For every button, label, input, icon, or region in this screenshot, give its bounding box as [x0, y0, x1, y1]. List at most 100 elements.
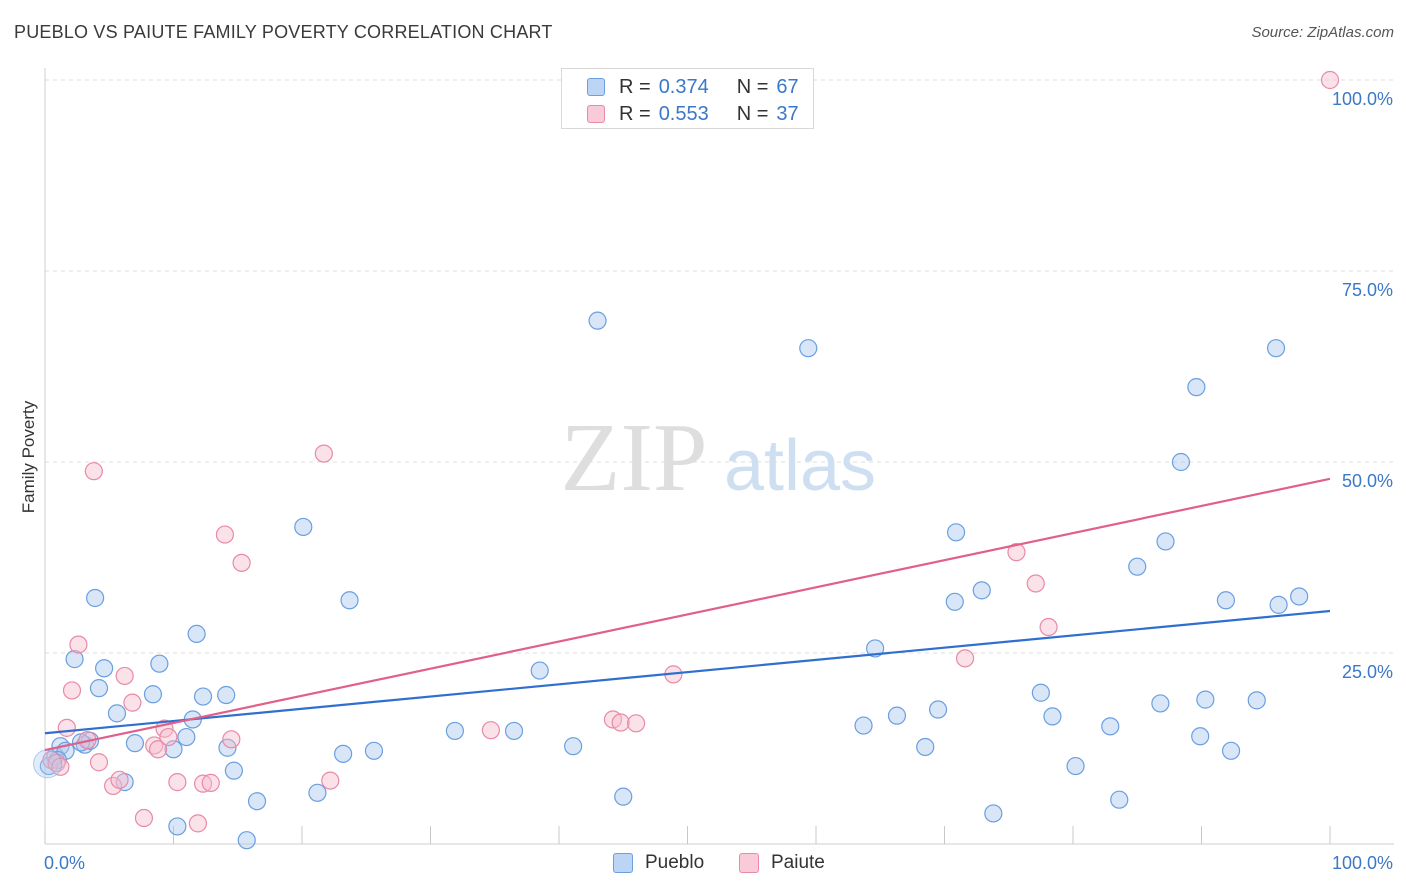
pueblo-point: [887, 706, 907, 725]
paiute-point: [222, 730, 241, 749]
paiute-point: [89, 753, 109, 772]
pueblo-point: [866, 639, 885, 658]
legend-row-pueblo: R = 0.374 N = 67: [562, 74, 799, 100]
pueblo-point: [916, 737, 935, 757]
pueblo-trend-line: [44, 609, 1331, 735]
paiute-point: [159, 727, 178, 747]
pueblo-point: [224, 761, 243, 780]
paiute-point: [1007, 543, 1026, 562]
paiute-swatch: [587, 105, 605, 123]
pueblo-point: [530, 661, 549, 680]
pueblo-point: [364, 741, 384, 760]
pueblo-point: [564, 737, 583, 756]
trend-lines: [44, 477, 1331, 752]
source-label: Source: ZipAtlas.com: [1251, 24, 1394, 41]
pueblo-point: [1128, 557, 1147, 576]
paiute-point: [314, 444, 333, 463]
r-label: R =: [619, 75, 651, 98]
paiute-point: [168, 773, 187, 792]
paiute-point: [57, 718, 76, 737]
pueblo-point: [340, 591, 359, 610]
pueblo-point: [125, 734, 145, 753]
pueblo-point: [89, 679, 109, 698]
pueblo-point: [1156, 532, 1175, 551]
pueblo-point: [1269, 595, 1288, 614]
pueblo-point: [150, 654, 169, 673]
pueblo-point: [504, 721, 524, 741]
legend-item-paiute[interactable]: Paiute: [739, 852, 825, 874]
paiute-point: [42, 750, 61, 770]
pueblo-point: [614, 787, 633, 806]
pueblo-point: [107, 704, 127, 723]
pueblo-point: [588, 311, 607, 330]
paiute-point: [321, 771, 340, 790]
paiute-point: [123, 693, 142, 712]
pueblo-point: [237, 831, 256, 850]
pueblo-point: [1187, 378, 1206, 397]
paiute-point: [69, 635, 88, 654]
pueblo-point: [972, 581, 991, 600]
correlation-legend: R = 0.374 N = 67 R = 0.553 N = 37: [561, 68, 814, 129]
paiute-point: [1026, 574, 1045, 593]
paiute-point: [188, 814, 208, 833]
paiute-point: [232, 553, 251, 572]
pueblo-point: [984, 804, 1003, 823]
pueblo-point: [1191, 727, 1210, 746]
r-value: 0.553: [658, 102, 709, 125]
y-axis-label: Family Poverty: [19, 400, 38, 513]
pueblo-point: [946, 523, 966, 542]
paiute-point: [115, 666, 134, 686]
pueblo-point: [308, 783, 327, 802]
pueblo-point: [95, 659, 114, 678]
pueblo-point: [1101, 717, 1120, 736]
pueblo-point: [218, 738, 237, 757]
pueblo-point: [1110, 790, 1129, 809]
paiute-point: [626, 714, 646, 733]
pueblo-point: [1151, 694, 1170, 713]
watermark-atlas: atlas: [724, 426, 876, 506]
pueblo-point: [1196, 690, 1215, 709]
pueblo-point: [854, 716, 873, 735]
paiute-point: [215, 525, 234, 544]
chart-title: PUEBLO VS PAIUTE FAMILY POVERTY CORRELAT…: [14, 22, 553, 42]
pueblo-point: [334, 744, 353, 763]
pueblo-point-cluster: [33, 749, 63, 779]
series-legend: Pueblo Paiute: [0, 852, 1406, 878]
y-tick-label: 100.0%: [1332, 89, 1393, 109]
paiute-point: [1039, 617, 1058, 637]
paiute-point: [134, 808, 154, 828]
pueblo-swatch: [613, 853, 633, 873]
y-tick-label: 75.0%: [1342, 280, 1393, 300]
pueblo-point: [1031, 683, 1050, 702]
pueblo-point: [177, 727, 196, 747]
x-tick-label: 100.0%: [1332, 853, 1393, 873]
paiute-swatch: [739, 853, 759, 873]
pueblo-point: [86, 588, 105, 608]
pueblo-swatch: [587, 78, 605, 96]
pueblo-point: [1290, 587, 1309, 606]
watermark-zip: ZIP: [561, 404, 708, 512]
paiute-point: [481, 721, 500, 740]
paiute-point: [955, 649, 975, 668]
legend-label-paiute: Paiute: [771, 852, 825, 873]
pueblo-point: [217, 685, 236, 705]
paiute-point: [1320, 70, 1340, 90]
paiute-point: [148, 740, 168, 759]
n-value: 37: [776, 102, 799, 125]
pueblo-point: [168, 817, 187, 836]
n-label: N =: [736, 102, 769, 125]
paiute-point: [62, 681, 82, 700]
r-value: 0.374: [658, 75, 709, 98]
legend-item-pueblo[interactable]: Pueblo: [613, 852, 704, 874]
pueblo-point: [1043, 707, 1062, 726]
pueblo-point: [445, 721, 465, 741]
x-tick-label: 0.0%: [44, 853, 85, 873]
pueblo-point: [1266, 339, 1286, 358]
paiute-point: [193, 774, 213, 793]
pueblo-point: [1171, 452, 1191, 472]
legend-row-paiute: R = 0.553 N = 37: [562, 101, 799, 127]
pueblo-point: [945, 592, 964, 611]
data-points: [33, 70, 1340, 850]
pueblo-point: [193, 687, 213, 706]
paiute-point: [611, 713, 630, 732]
